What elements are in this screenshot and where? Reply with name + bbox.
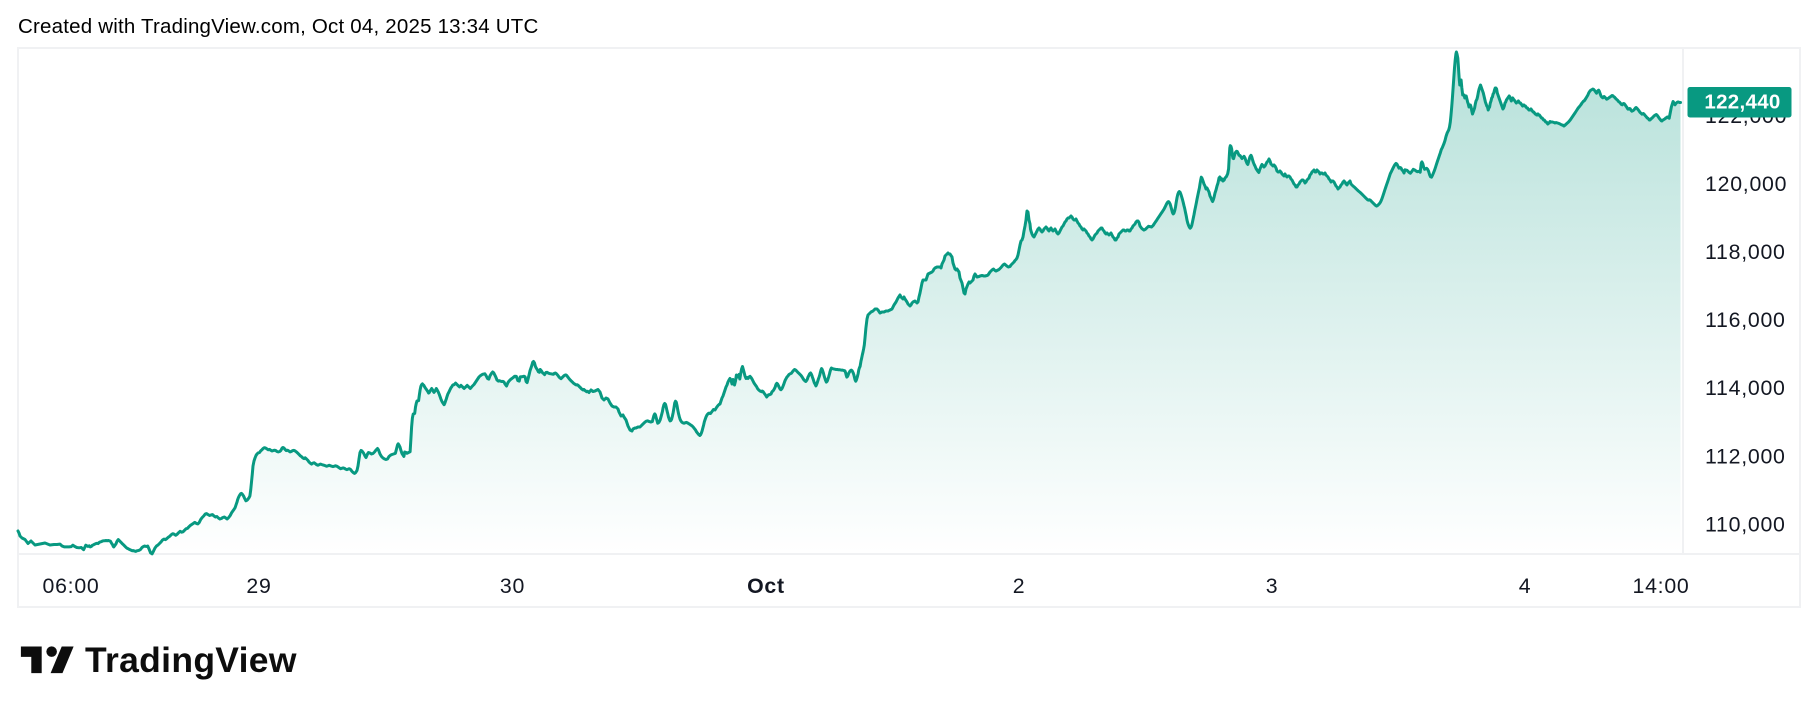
svg-text:112,000: 112,000 [1705, 444, 1786, 468]
svg-text:120,000: 120,000 [1705, 172, 1787, 196]
svg-text:14:00: 14:00 [1632, 574, 1689, 598]
svg-text:30: 30 [500, 574, 525, 598]
svg-text:4: 4 [1519, 574, 1532, 598]
svg-text:114,000: 114,000 [1705, 376, 1786, 400]
svg-text:Oct: Oct [747, 574, 785, 598]
svg-text:2: 2 [1013, 574, 1026, 598]
svg-text:06:00: 06:00 [42, 574, 99, 598]
svg-text:118,000: 118,000 [1705, 240, 1786, 264]
svg-text:122,440: 122,440 [1704, 90, 1780, 113]
svg-text:Created with TradingView.com,: Created with TradingView.com, Oct 04, 20… [18, 15, 539, 38]
svg-text:TradingView: TradingView [85, 640, 297, 680]
svg-text:110,000: 110,000 [1705, 512, 1786, 536]
svg-text:116,000: 116,000 [1705, 308, 1786, 332]
svg-text:3: 3 [1266, 574, 1279, 598]
svg-text:29: 29 [246, 574, 271, 598]
